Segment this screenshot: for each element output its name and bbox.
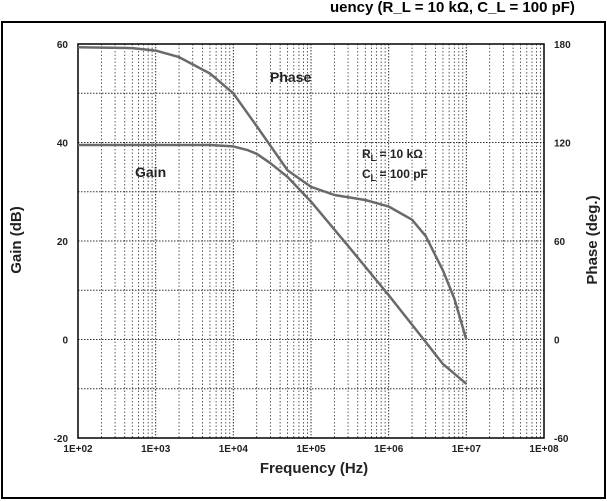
series-line-phase [77, 46, 468, 340]
rl-prefix: R [362, 147, 371, 161]
y-left-tick-label: 40 [57, 139, 69, 150]
grid [77, 44, 544, 438]
y-left-tick-labels: -20 0 20 40 60 [54, 40, 69, 445]
y-left-tick-label: 0 [62, 336, 68, 347]
y-right-tick-label: -60 [554, 434, 569, 445]
x-tick-label: 1E+03 [141, 444, 171, 455]
title-fragment: uency (R_L = 10 kΩ, C_L = 100 pF) [330, 0, 575, 16]
cl-subscript: L [371, 173, 377, 183]
cl-prefix: C [362, 167, 371, 181]
series-line-gain [78, 143, 468, 385]
y-right-tick-label: 120 [554, 139, 571, 150]
series-group [77, 46, 468, 385]
x-tick-label: 1E+02 [63, 444, 93, 455]
x-tick-label: 1E+05 [296, 444, 326, 455]
rl-value: = 10 kΩ [376, 147, 423, 161]
y-right-tick-label: 60 [554, 237, 566, 248]
y-right-tick-label: 0 [554, 336, 560, 347]
rl-annotation: RL = 10 kΩ [362, 147, 423, 163]
y-right-tick-labels: -60 0 60 120 180 [554, 40, 571, 445]
x-tick-label: 1E+06 [374, 444, 404, 455]
x-tick-label: 1E+04 [219, 444, 249, 455]
phase-annotation: Phase [270, 69, 311, 85]
rl-subscript: L [371, 153, 377, 163]
x-tick-labels: 1E+02 1E+03 1E+04 1E+05 1E+06 1E+07 1E+08 [63, 444, 559, 455]
y-left-tick-label: 20 [57, 237, 69, 248]
y-left-tick-label: 60 [57, 40, 69, 51]
y-right-axis-label: Phase (deg.) [584, 195, 601, 284]
cl-value: = 100 pF [376, 167, 428, 181]
plot-border [77, 43, 545, 439]
plot-area [77, 43, 545, 439]
figure-frame [1, 21, 606, 499]
x-tick-label: 1E+08 [529, 444, 559, 455]
gain-annotation: Gain [135, 164, 166, 180]
x-axis-label: Frequency (Hz) [260, 460, 368, 477]
y-right-tick-label: 180 [554, 40, 571, 51]
y-left-axis-label: Gain (dB) [8, 206, 25, 274]
y-left-tick-label: -20 [54, 434, 69, 445]
x-tick-label: 1E+07 [452, 444, 482, 455]
cl-annotation: CL = 100 pF [362, 167, 428, 183]
